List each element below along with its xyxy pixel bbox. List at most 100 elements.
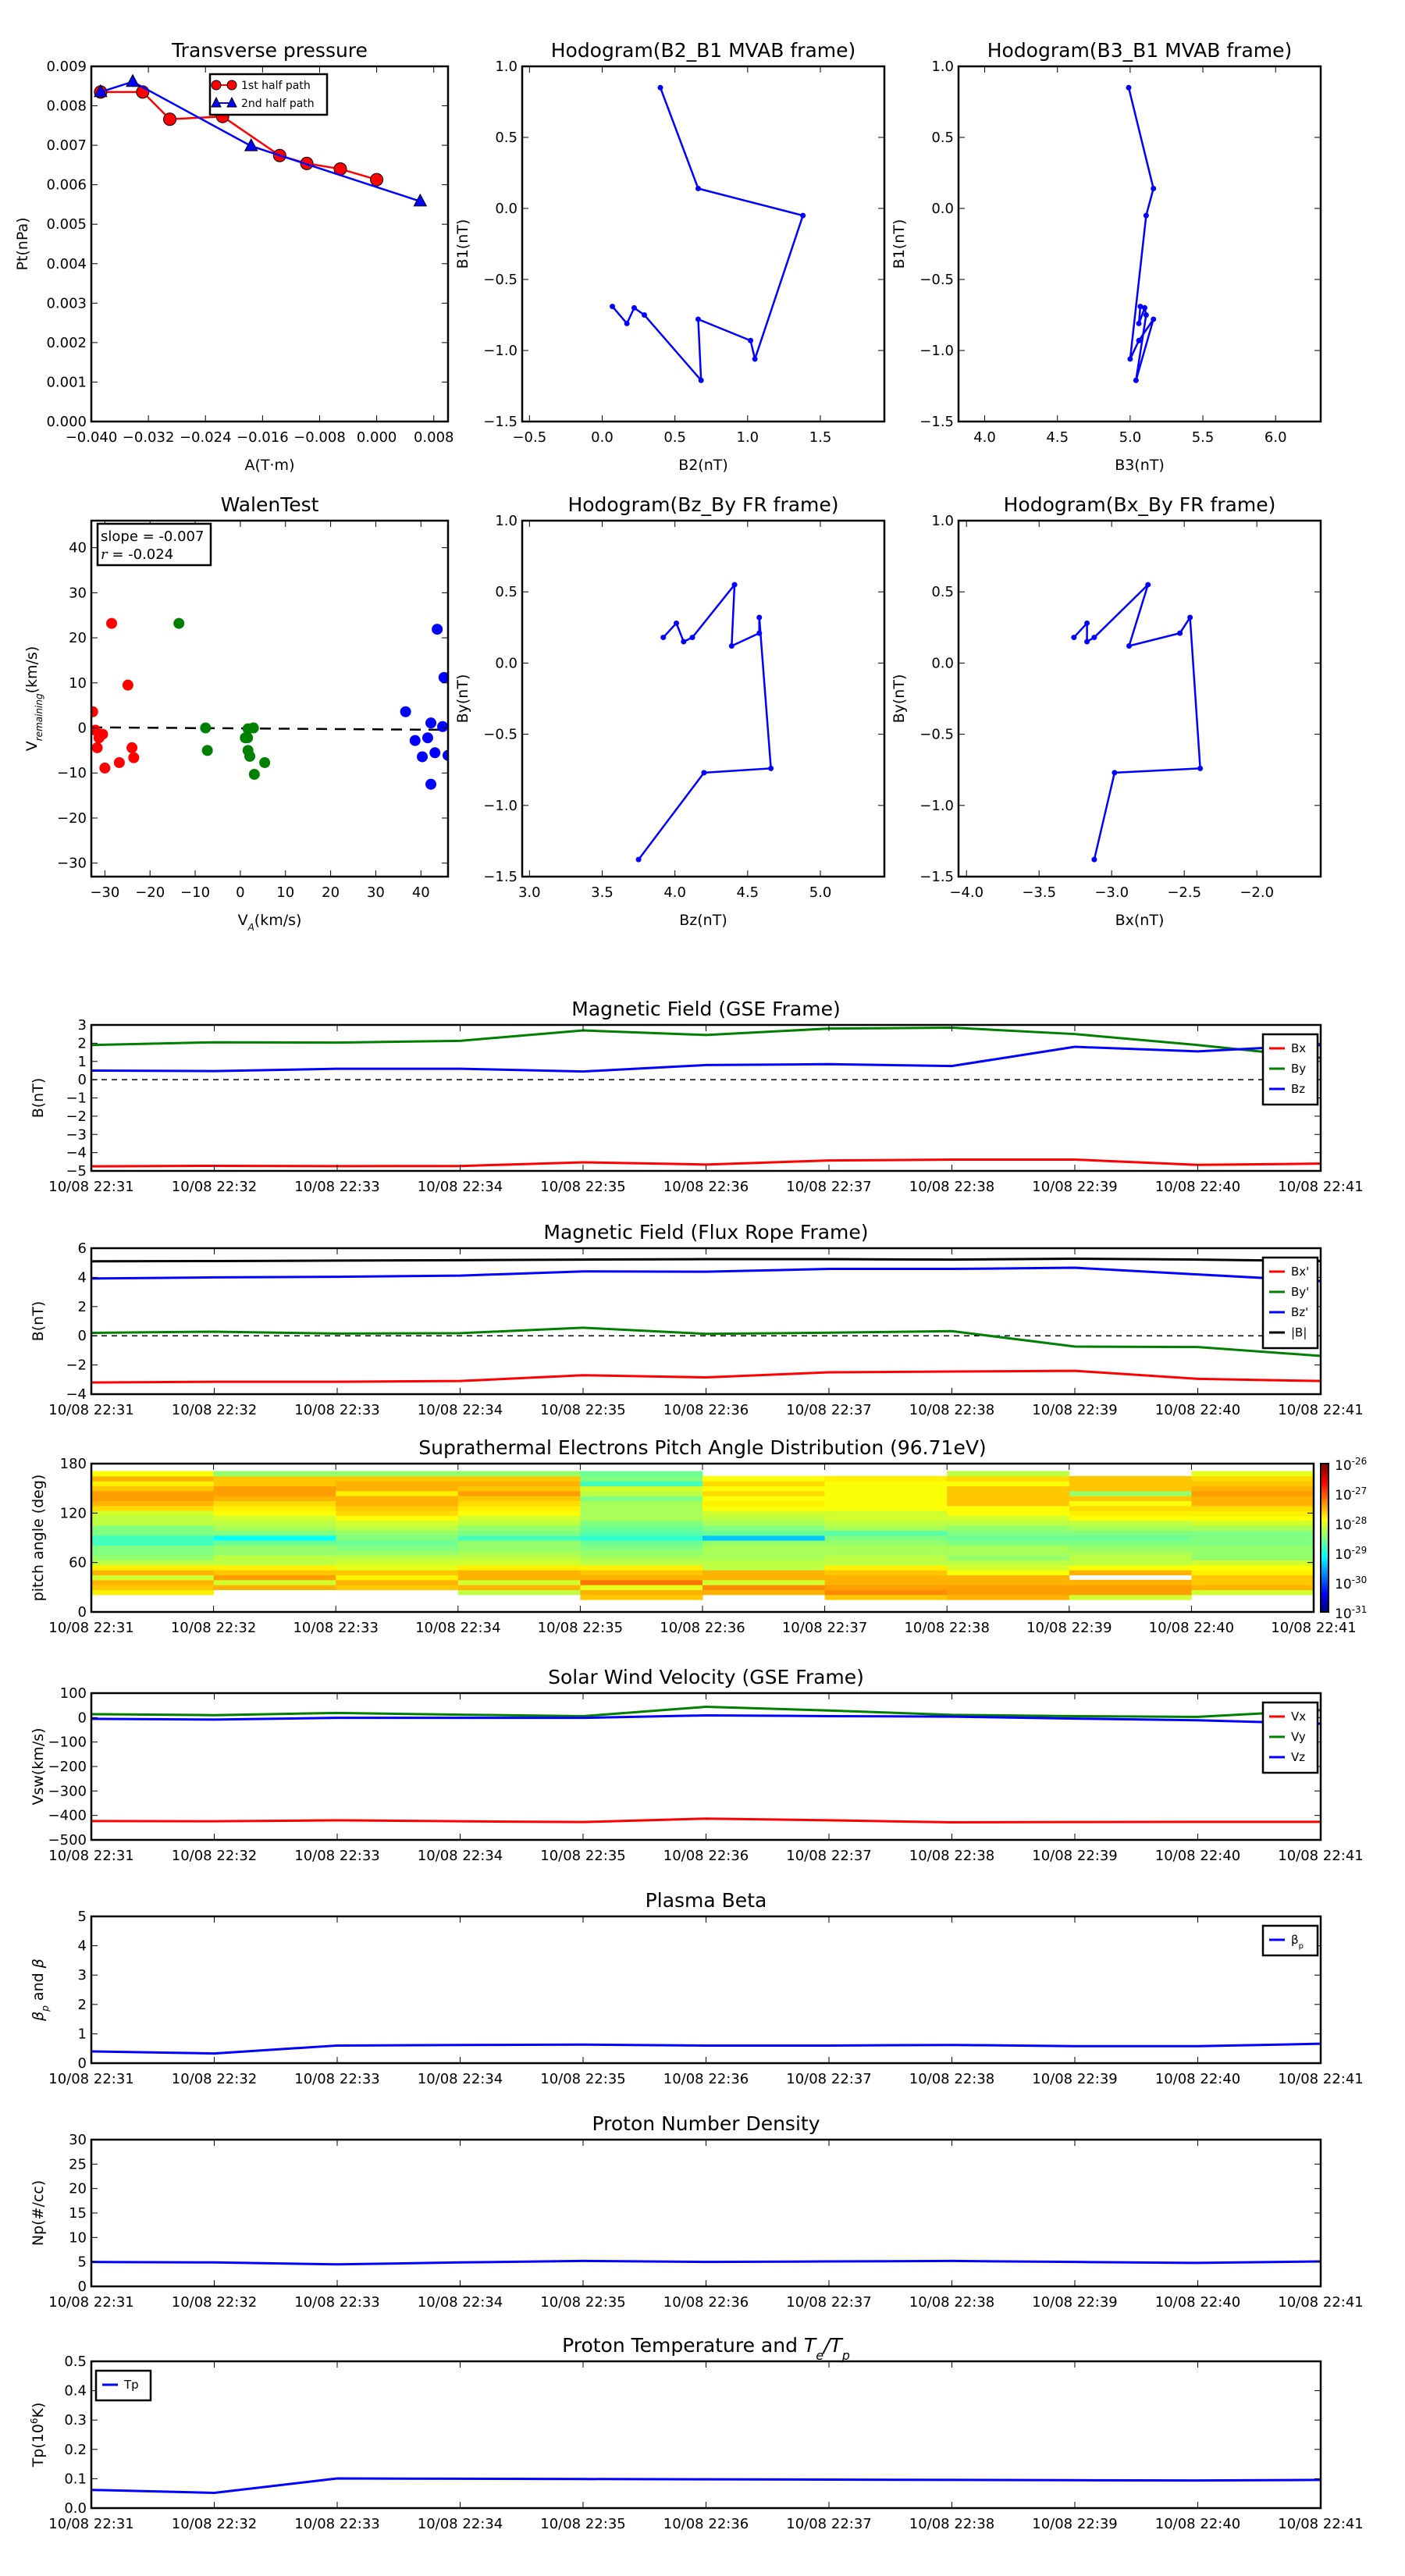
heatmap-cell <box>947 1496 1070 1501</box>
heatmap-cell <box>91 1564 215 1571</box>
legend: Vx Vy Vz <box>1261 1701 1319 1774</box>
heatmap-cell <box>91 1530 215 1536</box>
x-tick-label: 10/08 22:37 <box>786 2294 871 2311</box>
heatmap-cell <box>947 1485 1070 1492</box>
y-tick-label: 30 <box>69 2132 87 2148</box>
heatmap-cell <box>213 1490 336 1496</box>
y-tick-label: 5 <box>78 1909 87 1925</box>
data-point <box>1126 84 1132 91</box>
data-point <box>400 706 411 717</box>
y-tick-label: 0.0 <box>495 655 518 671</box>
x-tick-label: 10/08 22:33 <box>294 2071 379 2087</box>
heatmap-cell <box>213 1505 336 1511</box>
colorbar-segment <box>1321 1572 1329 1575</box>
x-tick-label: 20 <box>322 884 340 901</box>
heatmap-cell <box>457 1505 581 1511</box>
slope-text: slope = -0.007 <box>101 528 204 545</box>
colorbar-segment <box>1321 1485 1329 1489</box>
heatmap-cell <box>1069 1481 1192 1486</box>
y-tick-label: 0 <box>78 2055 87 2072</box>
heatmap-cell <box>824 1485 948 1492</box>
data-point <box>94 84 108 98</box>
heatmap-cell <box>824 1510 948 1516</box>
legend-label: Vx <box>1291 1710 1306 1724</box>
heatmap-cell <box>580 1535 703 1541</box>
heatmap-cell <box>702 1579 826 1585</box>
legend: Bx By Bz <box>1261 1033 1319 1106</box>
label-part: T <box>804 2334 817 2357</box>
heatmap-cell <box>947 1564 1070 1571</box>
label-part: Magnetic Field (Flux Rope Frame) <box>543 1221 868 1244</box>
data-point <box>756 614 763 621</box>
heatmap-cell <box>336 1510 459 1516</box>
label-part: 10 <box>30 2424 47 2443</box>
heatmap-cell <box>824 1574 948 1581</box>
y-tick-label: −0.5 <box>919 727 954 743</box>
series-line-vy <box>91 1706 1321 1718</box>
heatmap-cell <box>702 1550 826 1556</box>
chart-title: Hodogram(Bx_By FR frame) <box>1004 493 1276 516</box>
label-part: / <box>822 2334 832 2357</box>
x-tick-label: 0.008 <box>414 429 454 446</box>
series-line-by- <box>91 1326 1321 1357</box>
hodogram-b3-b1-plot: 4.0 4.5 5.0 5.5 6.0 −1.5 −1.0 −0.5 0.0 0.5 1.0 Hodo… <box>891 39 1322 474</box>
heatmap-cell <box>213 1570 336 1575</box>
legend-name: Bz <box>1291 1082 1305 1096</box>
heatmap-cell <box>580 1579 703 1585</box>
x-tick-label: 10/08 22:36 <box>660 1620 745 1636</box>
series-line-vz <box>91 1714 1321 1725</box>
data-point <box>1071 635 1077 641</box>
data-point <box>244 138 258 151</box>
heatmap-cell <box>336 1496 459 1501</box>
heatmap-cell <box>947 1540 1070 1546</box>
y-tick-label: 0 <box>78 1072 87 1088</box>
heatmap-cell <box>457 1490 581 1496</box>
x-tick-label: 10/08 22:36 <box>663 1179 749 1195</box>
x-tick-label: 10/08 22:39 <box>1032 1179 1117 1195</box>
data-point <box>128 752 140 763</box>
y-tick-label: 0.5 <box>931 130 954 146</box>
x-axis-label: VA(km/s) <box>238 912 302 933</box>
y-tick-label: −2 <box>66 1108 87 1125</box>
x-tick-label: 6.0 <box>1264 429 1287 446</box>
legend: Bx' By' Bz' |B| <box>1261 1256 1319 1350</box>
heatmap-cell <box>91 1515 215 1521</box>
x-tick-label: −2.0 <box>1240 884 1274 901</box>
heatmap-cell <box>580 1481 703 1486</box>
colorbar-segment <box>1321 1589 1329 1593</box>
heatmap-cell <box>824 1560 948 1566</box>
colorbar-base: 10 <box>1335 1488 1352 1503</box>
data-point <box>437 720 448 732</box>
heatmap-cell <box>213 1560 336 1566</box>
label-part: Vsw(km/s) <box>30 1727 47 1805</box>
data-point <box>173 617 185 629</box>
legend-label: 1st half path <box>241 80 311 92</box>
x-tick-label: 10/08 22:38 <box>904 1620 989 1636</box>
colorbar-tick-label: 10-28 <box>1335 1515 1367 1533</box>
data-point <box>731 582 738 588</box>
heatmap-cell <box>580 1570 703 1575</box>
data-point <box>248 768 260 780</box>
heatmap-cell <box>580 1560 703 1566</box>
x-tick-label: 10/08 22:31 <box>48 2294 133 2311</box>
data-point <box>438 671 448 683</box>
legend-name: Vz <box>1291 1750 1305 1764</box>
heatmap-cell <box>457 1481 581 1486</box>
heatmap-cell <box>1191 1550 1314 1556</box>
heatmap-cell <box>457 1555 581 1560</box>
heatmap-cell <box>336 1555 459 1560</box>
heatmap-cell <box>1069 1550 1192 1556</box>
heatmap-cell <box>91 1505 215 1511</box>
legend-name: β <box>1291 1933 1299 1947</box>
data-point <box>242 732 254 744</box>
heatmap-cell <box>580 1589 703 1596</box>
colorbar-segment <box>1321 1523 1329 1526</box>
heatmap-cell <box>1191 1505 1314 1511</box>
x-tick-label: −10 <box>180 884 210 901</box>
heatmap-cell <box>213 1515 336 1521</box>
plasma-beta-plot: 10/08 22:31 10/08 22:32 10/08 22:33 10/08 2… <box>30 1889 1364 2087</box>
x-axis-label: Bx(nT) <box>1115 912 1165 929</box>
data-point <box>259 756 271 768</box>
y-tick-label: 0.000 <box>46 414 87 430</box>
